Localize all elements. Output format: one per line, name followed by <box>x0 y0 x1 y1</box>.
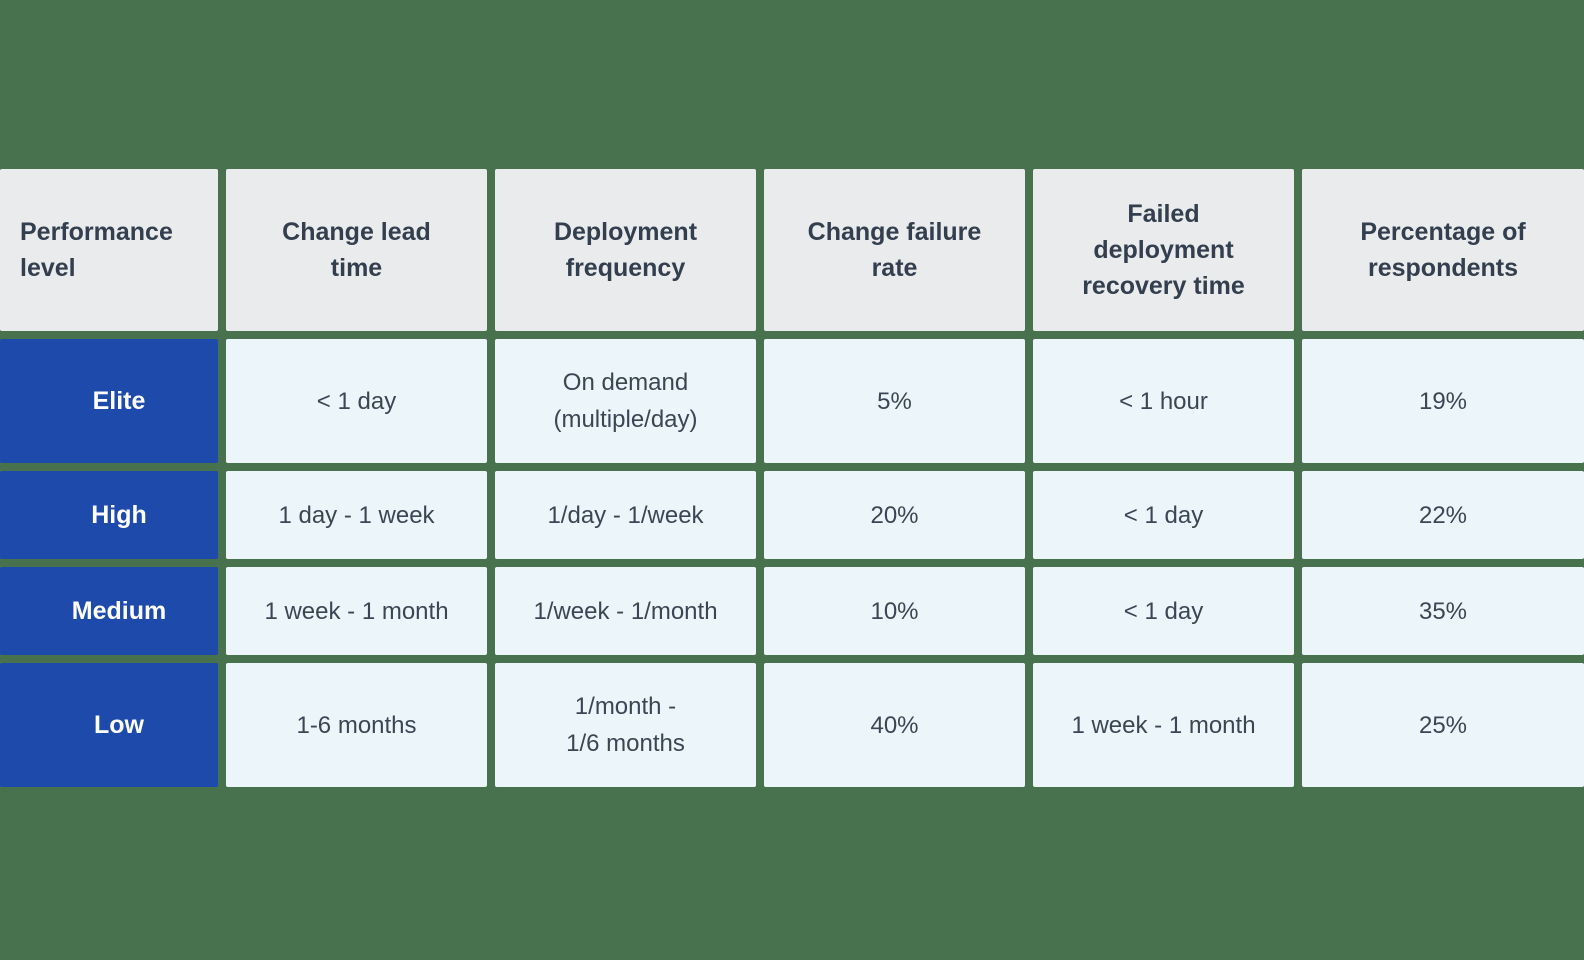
cell-high-percentage-of-respondents: 22% <box>1302 471 1584 559</box>
cell-medium-failed-deployment-recovery-time: < 1 day <box>1033 567 1294 655</box>
cell-elite-percentage-of-respondents: 19% <box>1302 339 1584 463</box>
cell-elite-deployment-frequency: On demand (multiple/day) <box>495 339 756 463</box>
column-header-failed-deployment-recovery-time: Failed deployment recovery time <box>1033 169 1294 331</box>
column-header-change-lead-time: Change lead time <box>226 169 487 331</box>
row-label-low: Low <box>0 663 218 787</box>
cell-low-failed-deployment-recovery-time: 1 week - 1 month <box>1033 663 1294 787</box>
column-header-percentage-of-respondents: Percentage of respondents <box>1302 169 1584 331</box>
cell-medium-change-lead-time: 1 week - 1 month <box>226 567 487 655</box>
column-header-change-failure-rate: Change failure rate <box>764 169 1025 331</box>
row-label-high: High <box>0 471 218 559</box>
cell-low-change-lead-time: 1-6 months <box>226 663 487 787</box>
cell-low-deployment-frequency: 1/month - 1/6 months <box>495 663 756 787</box>
row-label-elite: Elite <box>0 339 218 463</box>
column-header-performance-level: Performance level <box>0 169 218 331</box>
cell-medium-percentage-of-respondents: 35% <box>1302 567 1584 655</box>
cell-high-deployment-frequency: 1/day - 1/week <box>495 471 756 559</box>
cell-high-failed-deployment-recovery-time: < 1 day <box>1033 471 1294 559</box>
column-header-deployment-frequency: Deployment frequency <box>495 169 756 331</box>
cell-low-change-failure-rate: 40% <box>764 663 1025 787</box>
cell-high-change-lead-time: 1 day - 1 week <box>226 471 487 559</box>
cell-elite-failed-deployment-recovery-time: < 1 hour <box>1033 339 1294 463</box>
cell-low-percentage-of-respondents: 25% <box>1302 663 1584 787</box>
cell-high-change-failure-rate: 20% <box>764 471 1025 559</box>
row-label-medium: Medium <box>0 567 218 655</box>
cell-medium-deployment-frequency: 1/week - 1/month <box>495 567 756 655</box>
cell-medium-change-failure-rate: 10% <box>764 567 1025 655</box>
cell-elite-change-failure-rate: 5% <box>764 339 1025 463</box>
cell-elite-change-lead-time: < 1 day <box>226 339 487 463</box>
dora-metrics-table: Performance level Change lead time Deplo… <box>0 169 1584 787</box>
